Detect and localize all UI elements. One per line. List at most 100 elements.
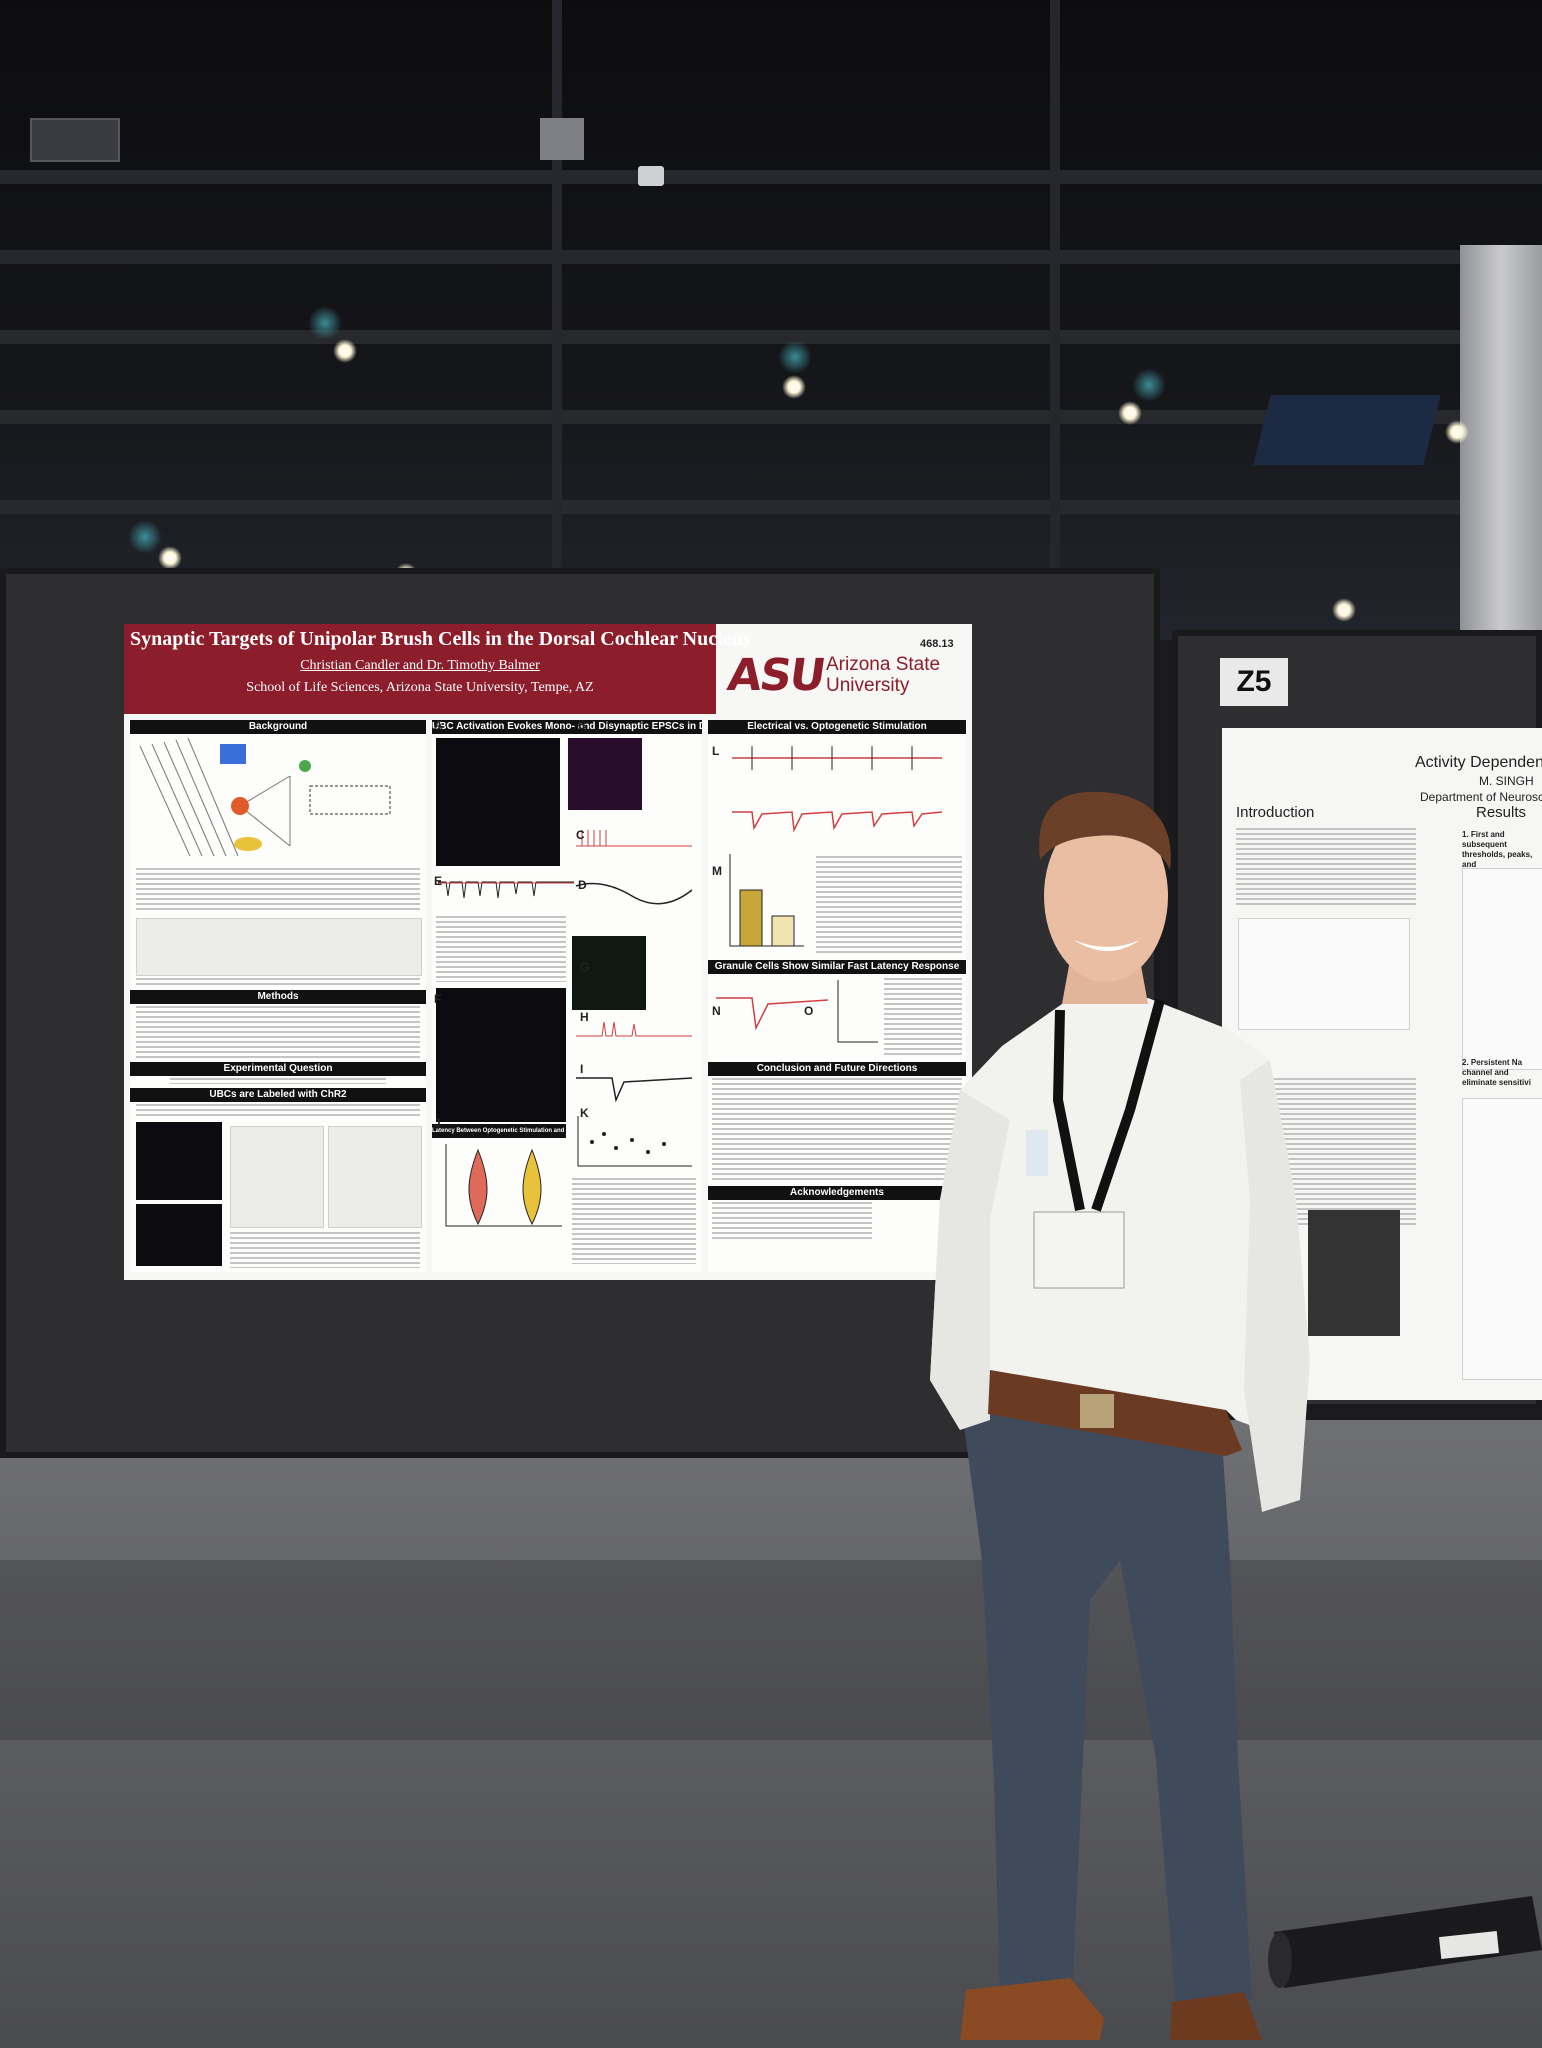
security-camera [638, 166, 664, 186]
poster-banner: Synaptic Targets of Unipolar Brush Cells… [124, 624, 751, 714]
panel-letter: N [712, 1004, 721, 1018]
ceiling [0, 0, 1542, 640]
ceiling-light [1445, 420, 1469, 444]
grp-ai32-zoom-image [136, 1204, 222, 1266]
panel-letter: D [578, 878, 587, 892]
latency-caption [572, 1178, 696, 1264]
latency-scatter-plot [577, 1116, 692, 1167]
chr2-caption [230, 1232, 420, 1268]
overlap-image [572, 936, 646, 1010]
poster-tube [1268, 1896, 1542, 1988]
granule-caption [884, 978, 962, 1058]
panel-letter: B [578, 718, 587, 732]
section-heading-conclusion: Conclusion and Future Directions [708, 1062, 966, 1076]
question-text [170, 1078, 386, 1084]
panel-letter: J [434, 1116, 441, 1130]
latency-violin-plot [445, 1144, 562, 1227]
section-heading-elec-vs-opto: Electrical vs. Optogenetic Stimulation [708, 720, 966, 734]
asu-logo: ASU Arizona State University [724, 640, 968, 706]
dcn-slices-figure [136, 918, 422, 976]
neighbor-intro-heading: Introduction [1236, 804, 1315, 821]
grp-ai32-slice [230, 1126, 324, 1228]
neighbor-results-heading: Results [1476, 804, 1527, 821]
granule-trace [716, 997, 829, 1031]
ceiling-beam [0, 250, 1542, 264]
neighbor-results-figure-2 [1462, 1098, 1542, 1380]
stimulation-caption [816, 856, 962, 956]
ceiling-light [128, 520, 162, 554]
panel-letter: K [580, 1106, 589, 1120]
panel-letter: G [580, 960, 590, 974]
section-heading-latency: Latency Between Optogenetic Stimulation … [432, 1124, 566, 1138]
stimulation-traces [732, 746, 943, 833]
panel-letter: I [580, 1062, 584, 1076]
asu-logo-name: Arizona State University [826, 654, 941, 696]
poster-affiliation: School of Life Sciences, Arizona State U… [246, 680, 594, 695]
neighbor-poster: Activity Dependent In M. SINGH Departmen… [1222, 728, 1542, 1400]
neighbor-poster-department: Department of Neuroscience [1420, 790, 1542, 804]
neighbor-micrograph [1308, 1210, 1400, 1336]
granule-cells-icon [220, 744, 246, 764]
fusiform-cell-icon [234, 837, 262, 851]
methods-text [136, 1006, 420, 1060]
wildtype-slice [328, 1126, 422, 1228]
connection-box [309, 785, 391, 815]
poster-column-middle: UBC Activation Evokes Mono- and Disynapt… [432, 720, 702, 1272]
ceiling-light [158, 546, 182, 570]
ceiling-panel [1253, 395, 1441, 465]
conclusion-text [712, 1078, 962, 1182]
ceiling-beam [0, 500, 1542, 514]
ceiling-beam [0, 170, 1542, 184]
section-heading-ubc-activation: UBC Activation Evokes Mono- and Disynapt… [432, 720, 702, 734]
neighbor-trace-figure [1238, 918, 1410, 1030]
ceiling-truss [1050, 0, 1060, 640]
section-heading-methods: Methods [130, 990, 426, 1004]
background-text [136, 868, 420, 912]
neighbor-poster-title: Activity Dependent In [1415, 754, 1542, 771]
section-heading-background: Background [130, 720, 426, 734]
panel-letter: O [804, 1004, 814, 1018]
activation-caption [436, 916, 566, 982]
poster-column-left: Background Methods Experimental Question… [130, 720, 426, 1272]
acknowledgements-text [712, 1202, 872, 1242]
circuit-diagram [139, 737, 391, 857]
ceiling-light [1132, 368, 1166, 402]
latency-traces [576, 1021, 693, 1103]
poster-number: 468.13 [920, 638, 954, 650]
section-heading-granule: Granule Cells Show Similar Fast Latency … [708, 960, 966, 974]
granule-cell-icon [299, 760, 311, 772]
section-heading-acknowledgements: Acknowledgements [708, 1186, 966, 1200]
panel-letter: L [712, 744, 720, 758]
neighbor-poster-author: M. SINGH [1479, 774, 1534, 788]
floor-shadow [0, 1560, 1542, 1740]
main-poster: Synaptic Targets of Unipolar Brush Cells… [124, 624, 972, 1280]
concrete-pillar [1460, 245, 1542, 640]
panel-letter: H [580, 1010, 589, 1024]
fusiform-cell-image [568, 738, 642, 810]
ceiling-speaker [540, 118, 584, 160]
neighbor-intro-text [1236, 828, 1416, 908]
neighbor-result-2: 2. Persistent Na channel and eliminate s… [1462, 1058, 1531, 1087]
asu-logo-mark: ASU [724, 650, 828, 701]
paired-pulse-bar-chart [729, 854, 804, 947]
opto-slice-image [436, 988, 566, 1122]
granule-latency-plot [837, 980, 878, 1043]
ubc-cell-icon [231, 797, 249, 815]
epsc-trace [438, 881, 574, 899]
neighbor-result-1: 1. First and subsequent thresholds, peak… [1462, 830, 1533, 869]
ceiling-truss [552, 0, 562, 640]
poster-authors: Christian Candler and Dr. Timothy Balmer [300, 658, 540, 673]
board-number-label: Z5 [1220, 658, 1288, 706]
neighbor-results-figure [1462, 868, 1542, 1070]
poster-title: Synaptic Targets of Unipolar Brush Cells… [130, 628, 751, 650]
chr2-text [136, 1104, 420, 1118]
biocytin-image [436, 738, 560, 866]
voltage-traces [575, 830, 693, 905]
panel-letter: C [576, 828, 585, 842]
panel-letter: A [434, 718, 443, 732]
section-heading-question: Experimental Question [130, 1062, 426, 1076]
ceiling-beam [0, 330, 1542, 344]
ceiling-light [778, 340, 812, 374]
slices-caption [136, 978, 420, 988]
panel-letter: F [434, 992, 442, 1006]
